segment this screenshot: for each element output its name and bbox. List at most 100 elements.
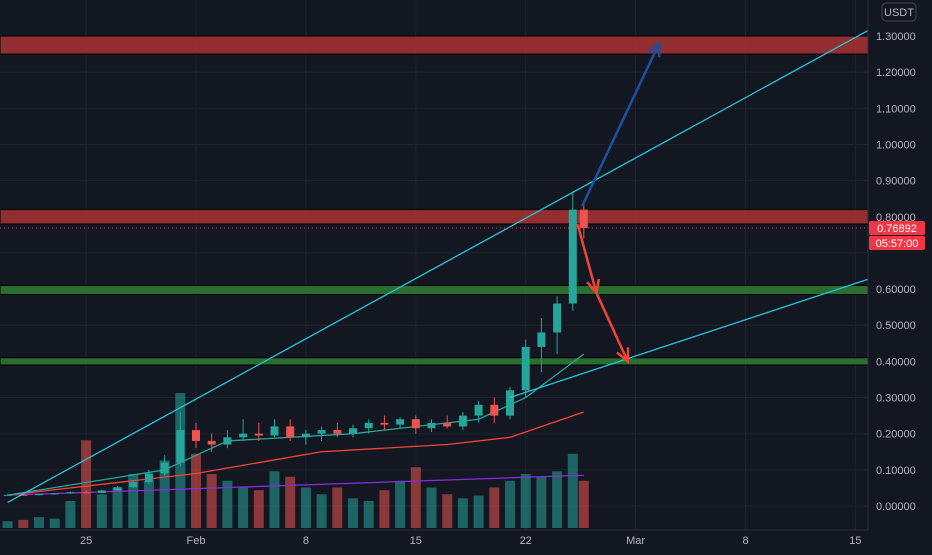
candle-body xyxy=(270,426,279,436)
volume-bar xyxy=(112,487,123,528)
last-price-label: 0.76892 xyxy=(877,223,917,235)
candlesticks xyxy=(3,191,588,496)
price-tick-label: 0.10000 xyxy=(876,465,916,477)
price-tick-label: 0.30000 xyxy=(876,393,916,405)
volume-bar xyxy=(253,490,264,528)
volume-bar xyxy=(191,453,201,528)
volume-bar xyxy=(363,501,374,528)
candle-body xyxy=(239,433,248,438)
time-tick-label: 15 xyxy=(849,535,861,547)
candle-body xyxy=(458,415,467,427)
volume-bar xyxy=(96,494,107,528)
candle-body xyxy=(537,332,546,347)
arrow-shaft xyxy=(581,42,661,207)
candle-body xyxy=(97,490,106,493)
candle-body xyxy=(364,422,373,429)
time-axis[interactable] xyxy=(0,530,932,550)
candle-body xyxy=(506,390,514,416)
time-tick-label: Mar xyxy=(626,535,645,547)
support-zone xyxy=(0,284,869,296)
volume-bar xyxy=(2,521,13,528)
volume-bar xyxy=(442,494,453,528)
candle-body xyxy=(521,346,530,391)
volume-bar xyxy=(489,487,500,528)
candle-body xyxy=(207,440,216,445)
arrow-head xyxy=(616,347,630,364)
volume-bar xyxy=(410,467,421,528)
candle-body xyxy=(474,404,483,416)
resistance-zone xyxy=(0,35,869,55)
candle-body xyxy=(3,494,12,496)
currency-label: USDT xyxy=(884,7,914,19)
volume-bar xyxy=(18,519,29,528)
volume-bar xyxy=(81,440,92,528)
candle-body xyxy=(223,437,232,445)
volume-bar xyxy=(473,495,484,528)
volume-bar xyxy=(159,460,170,528)
time-tick-label: 25 xyxy=(80,535,92,547)
trend-line xyxy=(509,277,872,399)
time-tick-label: 22 xyxy=(520,535,532,547)
time-tick-label: Feb xyxy=(187,535,206,547)
price-zones xyxy=(0,35,869,366)
price-tick-label: 1.20000 xyxy=(876,67,916,79)
price-axis[interactable] xyxy=(868,0,932,530)
candle-body xyxy=(254,433,263,436)
volume-bar xyxy=(128,474,139,528)
candle-body xyxy=(568,209,577,304)
candle-body xyxy=(411,419,420,429)
candle-body xyxy=(160,462,169,474)
currency-badge[interactable]: USDT xyxy=(881,2,917,22)
grid-lines xyxy=(0,0,868,530)
candle-body xyxy=(333,430,342,434)
candle-body xyxy=(192,430,200,441)
volume-bar xyxy=(426,487,437,528)
moving-average-line xyxy=(7,411,585,496)
volume-bar xyxy=(143,480,154,528)
price-tick-label: 0.50000 xyxy=(876,320,916,332)
candle-body xyxy=(380,422,389,425)
candle-body xyxy=(82,492,91,494)
price-tick-label: 0.60000 xyxy=(876,284,916,296)
volume-bar xyxy=(285,476,296,528)
candle-body xyxy=(176,430,185,463)
volume-bar xyxy=(206,474,217,528)
candle-body xyxy=(349,428,357,434)
volume-bar xyxy=(536,476,547,528)
arrow-shaft xyxy=(576,223,598,294)
time-tick-label: 8 xyxy=(303,535,309,547)
price-tick-label: 0.00000 xyxy=(876,501,916,513)
price-tick-label: 1.10000 xyxy=(876,103,916,115)
last-price-marker: 0.76892 05:57:00 xyxy=(869,221,925,251)
volume-bars xyxy=(2,393,589,528)
time-tick-label: 15 xyxy=(410,535,422,547)
volume-bar xyxy=(300,487,311,528)
volume-bar xyxy=(567,453,578,528)
price-tick-label: 0.90000 xyxy=(876,176,916,188)
candle-body xyxy=(579,209,588,228)
candle-body xyxy=(427,422,436,429)
price-tick-label: 0.20000 xyxy=(876,429,916,441)
candle-body xyxy=(66,492,75,494)
price-tick-label: 1.00000 xyxy=(876,139,916,151)
volume-bar xyxy=(49,518,60,528)
candle-body xyxy=(490,404,499,416)
volume-bar xyxy=(395,480,406,528)
arrow-head xyxy=(647,40,661,58)
resistance-zone xyxy=(0,209,869,225)
candle-body xyxy=(144,473,153,483)
moving-averages xyxy=(7,353,585,496)
candle-body xyxy=(129,482,138,488)
volume-bar xyxy=(578,480,589,528)
candle-body xyxy=(19,494,28,496)
volume-bar xyxy=(34,517,44,528)
candle-body xyxy=(50,493,59,495)
volume-bar xyxy=(238,487,249,528)
candle-body xyxy=(113,487,122,491)
trend-line xyxy=(7,28,872,503)
time-tick-label: 8 xyxy=(742,535,748,547)
volume-bar xyxy=(316,494,327,528)
time-axis-labels: 25 Feb 8 15 22 Mar 8 15 xyxy=(80,535,862,547)
